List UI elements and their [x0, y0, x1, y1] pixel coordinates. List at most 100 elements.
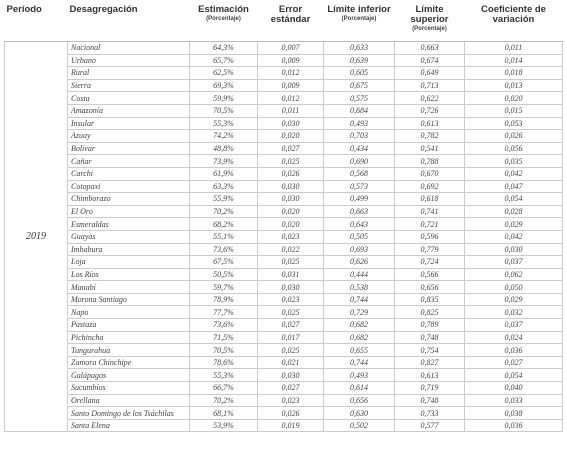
row-label: Napo: [67, 305, 190, 320]
value-cell: 0,493: [323, 116, 395, 131]
column-title: Límite inferior: [327, 4, 391, 15]
row-label: Urbano: [67, 53, 190, 68]
value-cell: 59,7%: [189, 280, 258, 294]
header-row: Período Desagregación Estimación (Porcentaj…: [4, 3, 563, 42]
value-cell: 0,744: [323, 355, 395, 370]
table-row: Carchi 61,9% 0,026 0,568 0,670 0,042: [5, 166, 563, 181]
column-title: Límite superior: [410, 4, 449, 25]
value-cell: 0,613: [394, 368, 465, 383]
table-row: Pastaza 73,6% 0,027 0,682 0,789 0,037: [5, 318, 563, 332]
table-row: Los Ríos 50,5% 0,031 0,444 0,566 0,062: [5, 267, 563, 282]
table-row: Pichincha 71,5% 0,017 0,682 0,748 0,024: [5, 330, 563, 345]
table-row: Morona Santiago 78,9% 0,023 0,744 0,835 0,029: [5, 292, 563, 307]
value-cell: 0,499: [323, 192, 395, 206]
column-title: Coeficiente de variación: [481, 4, 546, 25]
value-cell: 70,5%: [189, 343, 258, 357]
table-row: Santa Elena 53,9% 0,019 0,502 0,577 0,036: [5, 418, 563, 433]
value-cell: 0,626: [323, 255, 395, 269]
value-cell: 0,541: [394, 141, 465, 156]
value-cell: 0,019: [257, 418, 324, 433]
value-cell: 0,682: [323, 330, 395, 345]
value-cell: 0,670: [394, 166, 465, 181]
value-cell: 0,726: [394, 103, 465, 118]
value-cell: 50,5%: [189, 267, 258, 282]
table-row: Sierra 69,3% 0,009 0,675 0,713 0,013: [5, 78, 563, 93]
value-cell: 0,038: [464, 406, 563, 420]
value-cell: 0,030: [257, 192, 324, 206]
value-cell: 0,568: [323, 166, 395, 181]
value-cell: 0,025: [257, 305, 324, 320]
value-cell: 0,502: [323, 418, 395, 433]
value-cell: 0,682: [323, 318, 395, 332]
table-row: Chimborazo 55,9% 0,030 0,499 0,618 0,054: [5, 192, 563, 206]
value-cell: 0,675: [323, 78, 395, 93]
value-cell: 0,741: [394, 204, 465, 219]
row-label: Rural: [67, 66, 190, 80]
column-header: Desagregación: [67, 3, 190, 42]
value-cell: 0,011: [257, 103, 324, 118]
value-cell: 0,721: [394, 217, 465, 231]
row-label: Costa: [67, 91, 190, 105]
column-header: Límite superior (Porcentaje): [394, 3, 465, 42]
value-cell: 73,6%: [189, 318, 258, 332]
column-title: Desagregación: [69, 4, 138, 15]
value-cell: 0,622: [394, 91, 465, 105]
value-cell: 0,036: [464, 418, 563, 433]
table-body: 2019 Nacional 64,3% 0,007 0,633 0,663 0,011 Urb…: [4, 40, 563, 433]
value-cell: 55,3%: [189, 368, 258, 383]
value-cell: 0,011: [464, 41, 563, 55]
value-cell: 0,605: [323, 66, 395, 80]
row-label: Pastaza: [67, 318, 190, 332]
value-cell: 0,037: [464, 255, 563, 269]
value-cell: 0,618: [394, 192, 465, 206]
value-cell: 0,577: [394, 418, 465, 433]
value-cell: 0,056: [464, 141, 563, 156]
value-cell: 71,5%: [189, 330, 258, 345]
row-label: Amazonía: [67, 103, 190, 118]
table-row: Santo Domingo de los Tsáchilas 68,1% 0,026…: [5, 406, 563, 420]
value-cell: 0,596: [394, 229, 465, 244]
value-cell: 0,050: [464, 280, 563, 294]
value-cell: 0,031: [257, 267, 324, 282]
table-row: Tungurahua 70,5% 0,025 0,655 0,754 0,036: [5, 343, 563, 357]
value-cell: 0,023: [257, 292, 324, 307]
table-row: Sucumbíos 66,7% 0,027 0,614 0,719 0,040: [5, 381, 563, 395]
value-cell: 70,2%: [189, 204, 258, 219]
value-cell: 0,027: [464, 355, 563, 370]
period-cell: 2019: [4, 40, 68, 433]
value-cell: 78,6%: [189, 355, 258, 370]
value-cell: 0,014: [464, 53, 563, 68]
value-cell: 0,434: [323, 141, 395, 156]
value-cell: 73,6%: [189, 242, 258, 257]
value-cell: 0,033: [464, 393, 563, 408]
value-cell: 0,030: [257, 179, 324, 194]
value-cell: 0,021: [257, 355, 324, 370]
value-cell: 0,827: [394, 355, 465, 370]
value-cell: 0,748: [394, 393, 465, 408]
value-cell: 0,054: [464, 192, 563, 206]
value-cell: 70,2%: [189, 393, 258, 408]
value-cell: 0,505: [323, 229, 395, 244]
value-cell: 0,015: [464, 103, 563, 118]
row-label: Galápagos: [67, 368, 190, 383]
value-cell: 0,030: [257, 116, 324, 131]
value-cell: 0,649: [394, 66, 465, 80]
value-cell: 0,023: [257, 393, 324, 408]
value-cell: 0,012: [257, 66, 324, 80]
value-cell: 0,053: [464, 116, 563, 131]
column-header: Error estándar: [257, 3, 324, 42]
value-cell: 0,789: [394, 318, 465, 332]
value-cell: 0,835: [394, 292, 465, 307]
column-unit: (Porcentaje): [412, 26, 447, 32]
value-cell: 0,030: [257, 368, 324, 383]
value-cell: 64,3%: [189, 41, 258, 55]
value-cell: 0,030: [257, 280, 324, 294]
value-cell: 0,020: [257, 129, 324, 143]
value-cell: 0,538: [323, 280, 395, 294]
value-cell: 0,020: [464, 91, 563, 105]
value-cell: 65,7%: [189, 53, 258, 68]
value-cell: 0,062: [464, 267, 563, 282]
value-cell: 0,674: [394, 53, 465, 68]
value-cell: 0,690: [323, 154, 395, 168]
value-cell: 0,754: [394, 343, 465, 357]
